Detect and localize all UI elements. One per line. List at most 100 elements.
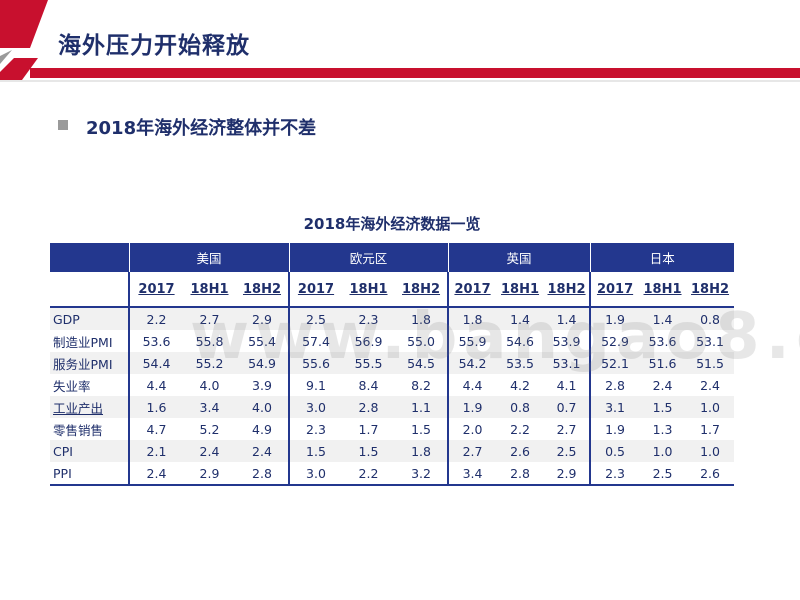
- table-cell: 1.8: [395, 440, 449, 462]
- table-cell: 1.4: [639, 307, 687, 330]
- table-cell: 2.5: [544, 440, 591, 462]
- table-cell: 55.0: [407, 333, 435, 349]
- table-cell: 3.9: [252, 377, 272, 393]
- table-cell: 2.0: [447, 418, 497, 440]
- table-cell: 4.9: [252, 421, 272, 437]
- table-cell: 1.0: [639, 440, 687, 462]
- table-cell: 1.0: [686, 440, 735, 462]
- table-cell: 8.4: [358, 377, 379, 393]
- table-cell: 3.1: [589, 396, 640, 418]
- table-cell: 4.0: [199, 377, 220, 393]
- period-header-cell: 18H1: [639, 272, 687, 308]
- header-red-wedge-low: [0, 58, 38, 80]
- table-cell: 1.5: [342, 440, 395, 462]
- region-header-blank: [50, 243, 129, 272]
- slide-title: 海外压力开始释放: [58, 33, 250, 59]
- table-cell: 9.1: [288, 374, 342, 396]
- table-cell: 2.9: [183, 462, 236, 486]
- table-row: PPI 2.4 2.9 2.8 3.0 2.2 3.2 3.4 2.8 2.9 …: [50, 462, 735, 486]
- table-cell: 1.8: [447, 307, 497, 330]
- table-cell: 4.4: [447, 374, 497, 396]
- table-cell: 1.9: [589, 418, 640, 440]
- table-cell: 55.5: [342, 352, 395, 374]
- table-cell: 1.4: [496, 307, 545, 330]
- table-cell: 54.5: [395, 352, 449, 374]
- period-header-cell: 2017: [589, 272, 640, 308]
- table-cell: 2.2: [342, 462, 395, 486]
- table-cell: 2.3: [589, 462, 640, 486]
- period-header-cell: 18H2: [236, 272, 289, 308]
- table-cell: 1.7: [358, 421, 379, 437]
- table-caption: 2018年海外经济数据一览: [303, 215, 481, 233]
- table-cell: 1.4: [544, 307, 591, 330]
- economic-data-table: 美国 欧元区 英国 日本 2017 18H1 18H2 2017 18H1 18…: [50, 243, 735, 486]
- table-row: 制造业PMI 53.6 55.8 55.4 57.4 56.9 55.0 55.…: [50, 330, 734, 352]
- table-cell: 53.1: [544, 352, 591, 374]
- table-cell: 2.2: [510, 421, 530, 437]
- table-cell: 2.9: [236, 307, 289, 330]
- period-header-cell: 18H1: [342, 272, 395, 308]
- table-cell: 2.4: [183, 440, 236, 462]
- table-cell: 2.5: [639, 462, 687, 486]
- table-cell: 53.6: [648, 333, 677, 349]
- table-cell: 2.6: [686, 462, 735, 486]
- table-cell: 51.5: [686, 352, 735, 374]
- table-cell: 53.5: [496, 352, 545, 374]
- table-cell: 2.7: [556, 421, 577, 437]
- period-header-cell: 18H1: [496, 272, 545, 308]
- table-row: 零售销售 4.7 5.2 4.9 2.3 1.7 1.5 2.0 2.2 2.7…: [50, 418, 734, 440]
- table-cell: 54.9: [236, 352, 289, 374]
- table-cell: 0.7: [544, 396, 591, 418]
- table-cell: 55.2: [183, 352, 236, 374]
- period-header-cell: 18H2: [544, 272, 591, 308]
- period-header-cell: 2017: [447, 272, 497, 308]
- table-cell: 1.0: [686, 396, 735, 418]
- table-cell: 1.7: [700, 421, 720, 437]
- header-decoration: [0, 0, 800, 82]
- table-cell: 55.6: [288, 352, 342, 374]
- table-cell: 2.4: [652, 377, 673, 393]
- row-label: 失业率: [53, 378, 91, 394]
- table-cell: 4.0: [236, 396, 289, 418]
- region-header-uk: 英国: [447, 243, 591, 272]
- table-cell: 53.9: [552, 333, 581, 349]
- period-header-blank: [50, 272, 129, 308]
- table-cell: 2.9: [544, 462, 591, 486]
- row-label: 零售销售: [53, 422, 104, 438]
- table-cell: 2.4: [128, 462, 183, 486]
- table-row: CPI 2.1 2.4 2.4 1.5 1.5 1.8 2.7 2.6 2.5 …: [50, 440, 735, 462]
- row-label: CPI: [50, 440, 129, 462]
- table-cell: 55.9: [447, 330, 497, 352]
- table-cell: 55.4: [248, 333, 276, 349]
- table-cell: 2.1: [128, 440, 183, 462]
- row-label: 服务业PMI: [50, 352, 129, 374]
- table-cell: 4.7: [128, 418, 183, 440]
- region-header-japan: 日本: [589, 243, 735, 272]
- slide-subtitle: 2018年海外经济整体并不差: [86, 118, 317, 139]
- table-cell: 0.5: [589, 440, 640, 462]
- table-cell: 2.8: [236, 462, 289, 486]
- table-cell: 2.8: [342, 396, 395, 418]
- region-header-eurozone: 欧元区: [288, 243, 449, 272]
- table-cell: 3.2: [395, 462, 449, 486]
- table-cell: 1.5: [639, 396, 687, 418]
- period-header-cell: 18H2: [686, 272, 735, 308]
- table-cell: 2.8: [589, 374, 640, 396]
- table-cell: 0.8: [496, 396, 545, 418]
- table-cell: 51.6: [639, 352, 687, 374]
- table-cell: 52.9: [589, 330, 640, 352]
- period-header-row: 2017 18H1 18H2 2017 18H1 18H2 2017 18H1 …: [50, 272, 735, 308]
- table-cell: 3.0: [288, 462, 342, 486]
- table-cell: 4.4: [128, 374, 183, 396]
- table-cell: 1.5: [411, 421, 431, 437]
- table-cell: 2.5: [288, 307, 342, 330]
- table-cell: 3.4: [447, 462, 497, 486]
- table-cell: 2.3: [288, 418, 342, 440]
- table-cell: 54.4: [128, 352, 183, 374]
- table-cell: 1.9: [589, 307, 640, 330]
- row-label: 制造业PMI: [53, 334, 113, 350]
- table-cell: 56.9: [354, 333, 383, 349]
- table-cell: 2.6: [496, 440, 545, 462]
- table-cell: 8.2: [411, 377, 431, 393]
- table-cell: 2.2: [128, 307, 183, 330]
